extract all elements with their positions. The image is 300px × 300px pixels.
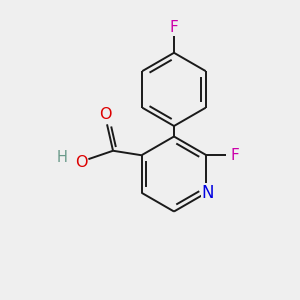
Text: H: H — [57, 150, 68, 165]
Text: O: O — [99, 107, 112, 122]
Text: N: N — [202, 184, 214, 202]
Text: F: F — [169, 20, 178, 35]
Text: F: F — [230, 148, 239, 163]
Text: O: O — [75, 154, 87, 169]
